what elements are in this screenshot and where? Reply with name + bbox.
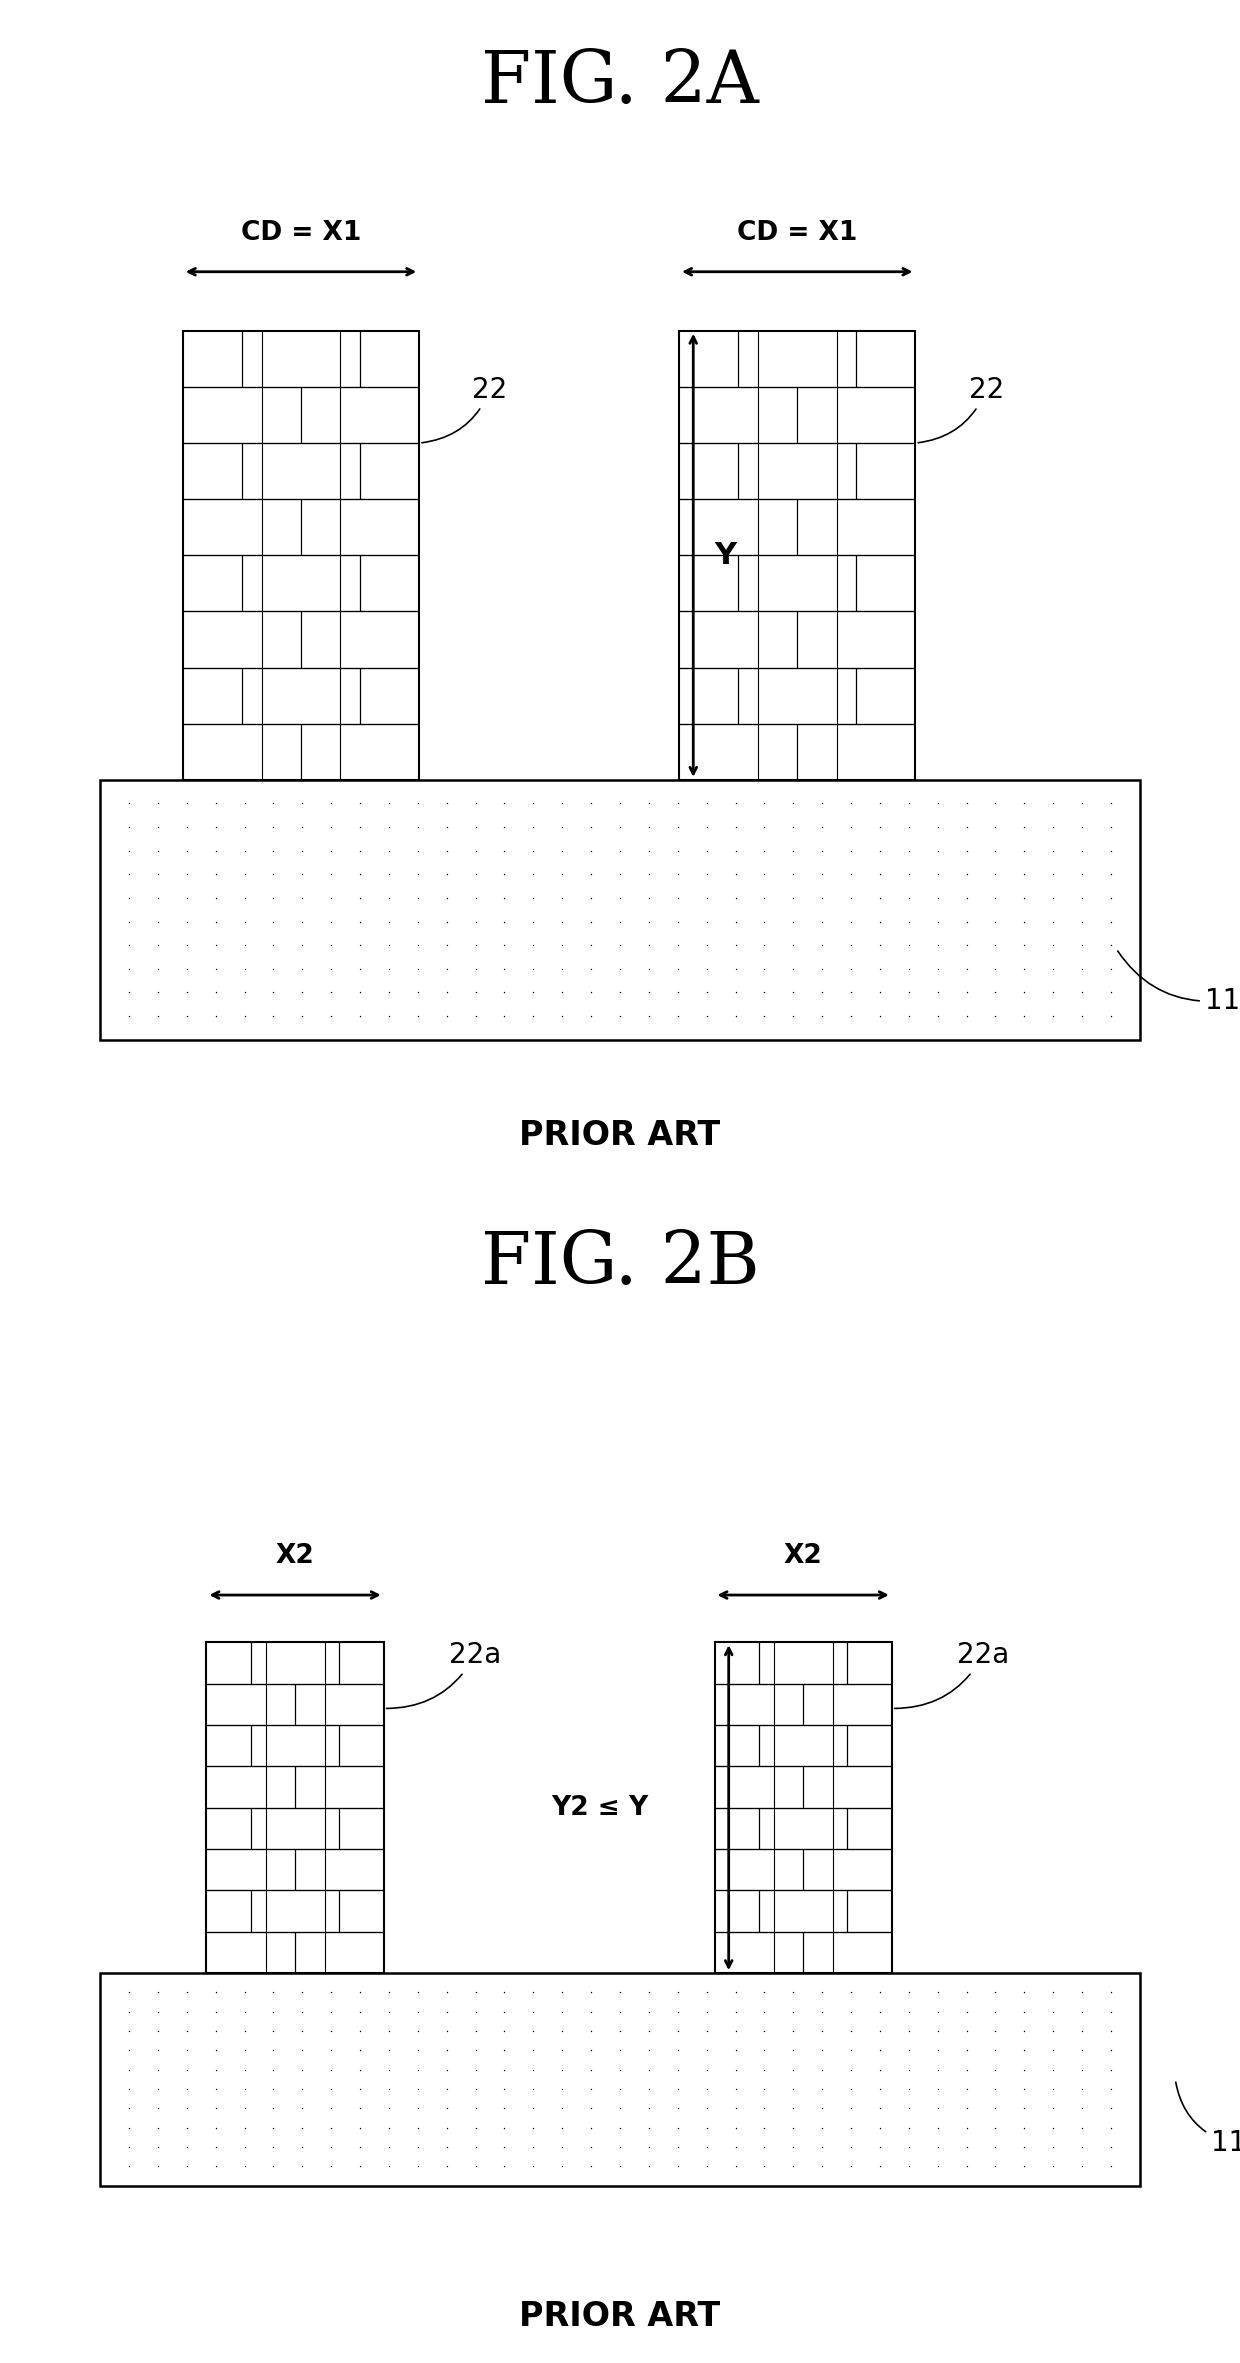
Text: FIG. 2B: FIG. 2B	[481, 1229, 759, 1300]
Text: PRIOR ART: PRIOR ART	[520, 2302, 720, 2335]
Text: CD = X1: CD = X1	[737, 220, 857, 246]
Text: Y: Y	[714, 541, 737, 569]
Bar	[680, 331, 915, 780]
Bar	[207, 1642, 383, 1973]
Text: 22: 22	[422, 376, 507, 442]
Text: FIG. 2A: FIG. 2A	[481, 47, 759, 118]
Text: X2: X2	[784, 1543, 822, 1569]
Text: X2: X2	[275, 1543, 315, 1569]
Bar	[100, 1973, 1140, 2186]
Text: 22: 22	[918, 376, 1004, 442]
Text: 22a: 22a	[387, 1642, 501, 1708]
Text: Y2 ≤ Y: Y2 ≤ Y	[552, 1794, 649, 1822]
Text: 22a: 22a	[894, 1642, 1009, 1708]
Bar	[182, 331, 419, 780]
Bar	[714, 1642, 892, 1973]
Text: 11: 11	[1176, 2082, 1240, 2157]
Text: 11: 11	[1117, 950, 1240, 1014]
Text: CD = X1: CD = X1	[241, 220, 361, 246]
Text: PRIOR ART: PRIOR ART	[520, 1120, 720, 1153]
Bar	[100, 780, 1140, 1040]
